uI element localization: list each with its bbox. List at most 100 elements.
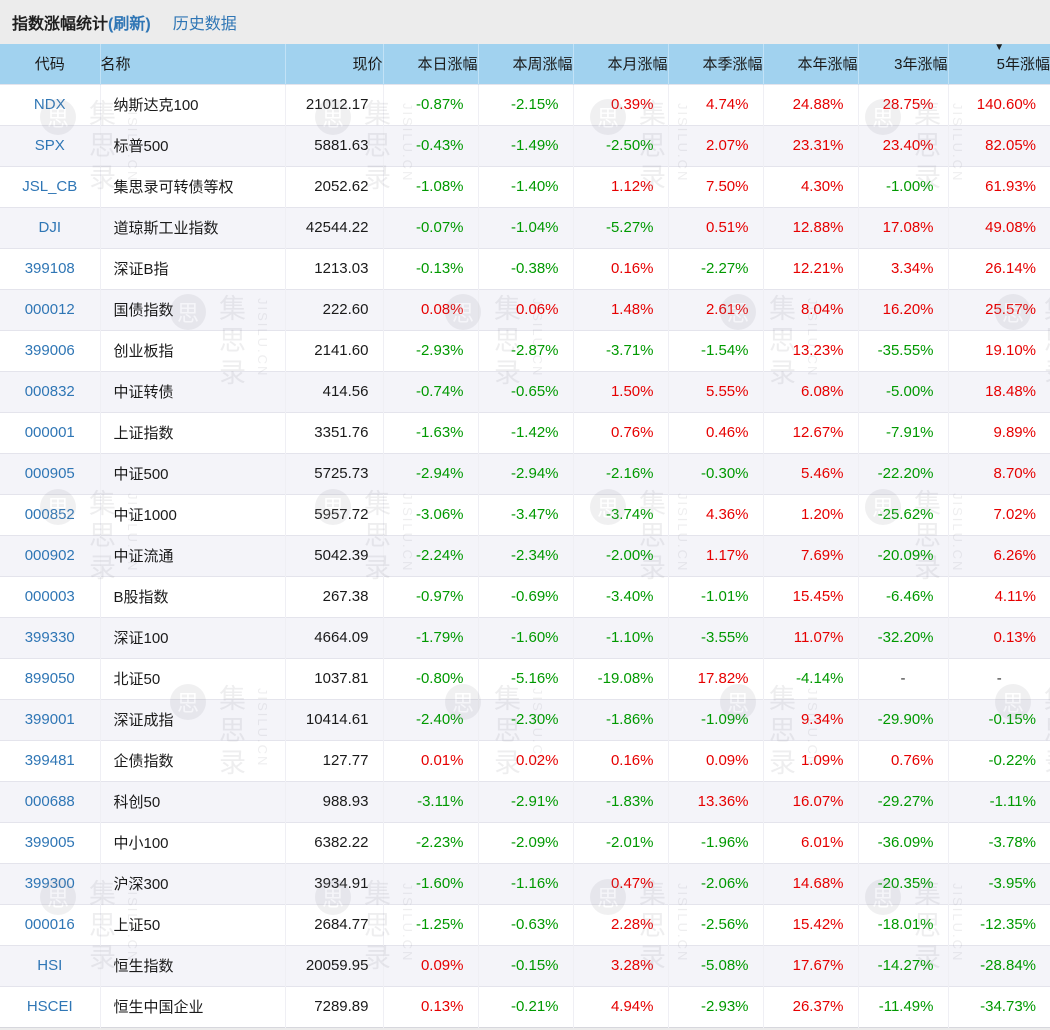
pct-value: 6.01% <box>762 821 858 863</box>
code-cell: 000012 <box>0 288 100 330</box>
pct-value: 61.93% <box>947 165 1050 207</box>
index-price: 988.93 <box>284 780 383 822</box>
pct-value: -1.63% <box>382 411 478 453</box>
column-header-y5[interactable]: 5年涨幅 ▼ <box>947 42 1050 84</box>
pct-value: 13.23% <box>762 329 858 371</box>
column-header-d1[interactable]: 本日涨幅 <box>382 44 478 84</box>
index-code-link[interactable]: HSI <box>37 957 63 974</box>
index-code-link[interactable]: 000016 <box>24 916 75 933</box>
index-code-link[interactable]: 399006 <box>24 342 75 359</box>
code-cell: 899050 <box>0 657 100 699</box>
history-link[interactable]: 历史数据 <box>172 16 237 33</box>
pct-value: -12.35% <box>947 903 1050 945</box>
index-name: 道琼斯工业指数 <box>99 206 285 248</box>
pct-value: 14.68% <box>762 862 858 904</box>
index-name: 标普500 <box>99 124 285 166</box>
column-header-q1[interactable]: 本季涨幅 <box>667 44 763 84</box>
pct-value: 7.02% <box>947 493 1050 535</box>
pct-value: -2.40% <box>382 698 478 740</box>
index-code-link[interactable]: DJI <box>38 219 62 236</box>
table-row: 399330 深证100 4664.09 -1.79% -1.60% -1.10% -3.5… <box>0 616 1050 658</box>
pct-value: 26.37% <box>762 985 858 1027</box>
pct-value: 23.40% <box>857 124 948 166</box>
index-code-link[interactable]: 000003 <box>24 588 75 605</box>
index-code-link[interactable]: JSL_CB <box>22 178 78 195</box>
pct-value: 0.16% <box>572 247 668 289</box>
pct-value: 0.08% <box>382 288 478 330</box>
index-code-link[interactable]: HSCEI <box>26 998 73 1015</box>
table-row: 399108 深证B指 1213.03 -0.13% -0.38% 0.16% -2.27%… <box>0 247 1050 289</box>
pct-value: 3.28% <box>572 944 668 986</box>
index-code-link[interactable]: 000852 <box>24 506 75 523</box>
pct-value: -1.83% <box>572 780 668 822</box>
pct-value: -2.56% <box>667 903 763 945</box>
table-row: 000832 中证转债 414.56 -0.74% -0.65% 1.50% 5.55% 6.… <box>0 370 1050 412</box>
index-code-link[interactable]: 000688 <box>24 793 75 810</box>
pct-value: -1.79% <box>382 616 478 658</box>
index-name: 中小100 <box>99 821 285 863</box>
pct-value: 16.20% <box>857 288 948 330</box>
pct-value: -0.74% <box>382 370 478 412</box>
table-row: 399481 企债指数 127.77 0.01% 0.02% 0.16% 0.09% 1.09… <box>0 739 1050 781</box>
index-code-link[interactable]: 000001 <box>24 424 75 441</box>
code-cell: 399481 <box>0 739 100 781</box>
table-row: JSL_CB 集思录可转债等权 2052.62 -1.08% -1.40% 1.12% 7.… <box>0 165 1050 207</box>
pct-value: 8.70% <box>947 452 1050 494</box>
pct-value: 24.88% <box>762 83 858 125</box>
pct-value: 0.76% <box>572 411 668 453</box>
index-price: 127.77 <box>284 739 383 781</box>
table-row: 399001 深证成指 10414.61 -2.40% -2.30% -1.86% -1.0… <box>0 698 1050 740</box>
pct-value: 11.07% <box>762 616 858 658</box>
pct-value: 49.08% <box>947 206 1050 248</box>
table-row: 000012 国债指数 222.60 0.08% 0.06% 1.48% 2.61% 8.04… <box>0 288 1050 330</box>
pct-value: -36.09% <box>857 821 948 863</box>
pct-value: -2.15% <box>477 83 573 125</box>
index-code-link[interactable]: 899050 <box>24 670 75 687</box>
column-header-price[interactable]: 现价 <box>284 44 383 84</box>
index-code-link[interactable]: 000832 <box>24 383 75 400</box>
index-code-link[interactable]: 000902 <box>24 547 75 564</box>
pct-value: 3.34% <box>857 247 948 289</box>
sort-indicator-icon[interactable]: ▼ <box>994 42 1005 53</box>
pct-value: 4.30% <box>762 165 858 207</box>
column-header-y3[interactable]: 3年涨幅 <box>857 44 948 84</box>
index-code-link[interactable]: 000905 <box>24 465 75 482</box>
pct-value: 0.13% <box>382 985 478 1027</box>
pct-value: 8.04% <box>762 288 858 330</box>
pct-value: -1.09% <box>667 698 763 740</box>
column-header-name[interactable]: 名称 <box>99 44 285 84</box>
index-code-link[interactable]: 399001 <box>24 711 75 728</box>
pct-value: -1.01% <box>667 575 763 617</box>
pct-value: 0.16% <box>572 739 668 781</box>
pct-value: 17.67% <box>762 944 858 986</box>
table-row: 399005 中小100 6382.22 -2.23% -2.09% -2.01% -1.9… <box>0 821 1050 863</box>
index-code-link[interactable]: 399300 <box>24 875 75 892</box>
index-code-link[interactable]: SPX <box>34 137 65 154</box>
pct-value: -22.20% <box>857 452 948 494</box>
pct-value: 2.07% <box>667 124 763 166</box>
column-header-code[interactable]: 代码 <box>0 44 100 84</box>
pct-value: -2.09% <box>477 821 573 863</box>
index-code-link[interactable]: 000012 <box>24 301 75 318</box>
index-code-link[interactable]: NDX <box>33 96 66 113</box>
pct-value: 13.36% <box>667 780 763 822</box>
index-code-link[interactable]: 399108 <box>24 260 75 277</box>
pct-value: -2.94% <box>382 452 478 494</box>
refresh-link[interactable]: (刷新) <box>108 16 151 33</box>
code-cell: JSL_CB <box>0 165 100 207</box>
column-header-w1[interactable]: 本周涨幅 <box>477 44 573 84</box>
pct-value: 1.09% <box>762 739 858 781</box>
index-code-link[interactable]: 399481 <box>24 752 75 769</box>
pct-value: 0.09% <box>667 739 763 781</box>
pct-value: -1.10% <box>572 616 668 658</box>
index-code-link[interactable]: 399005 <box>24 834 75 851</box>
pct-value: -0.07% <box>382 206 478 248</box>
pct-value: -5.27% <box>572 206 668 248</box>
code-cell: HSCEI <box>0 985 100 1027</box>
pct-value: 12.21% <box>762 247 858 289</box>
pct-value: -14.27% <box>857 944 948 986</box>
index-name: 北证50 <box>99 657 285 699</box>
index-code-link[interactable]: 399330 <box>24 629 75 646</box>
column-header-y1[interactable]: 本年涨幅 <box>762 44 858 84</box>
column-header-m1[interactable]: 本月涨幅 <box>572 44 668 84</box>
